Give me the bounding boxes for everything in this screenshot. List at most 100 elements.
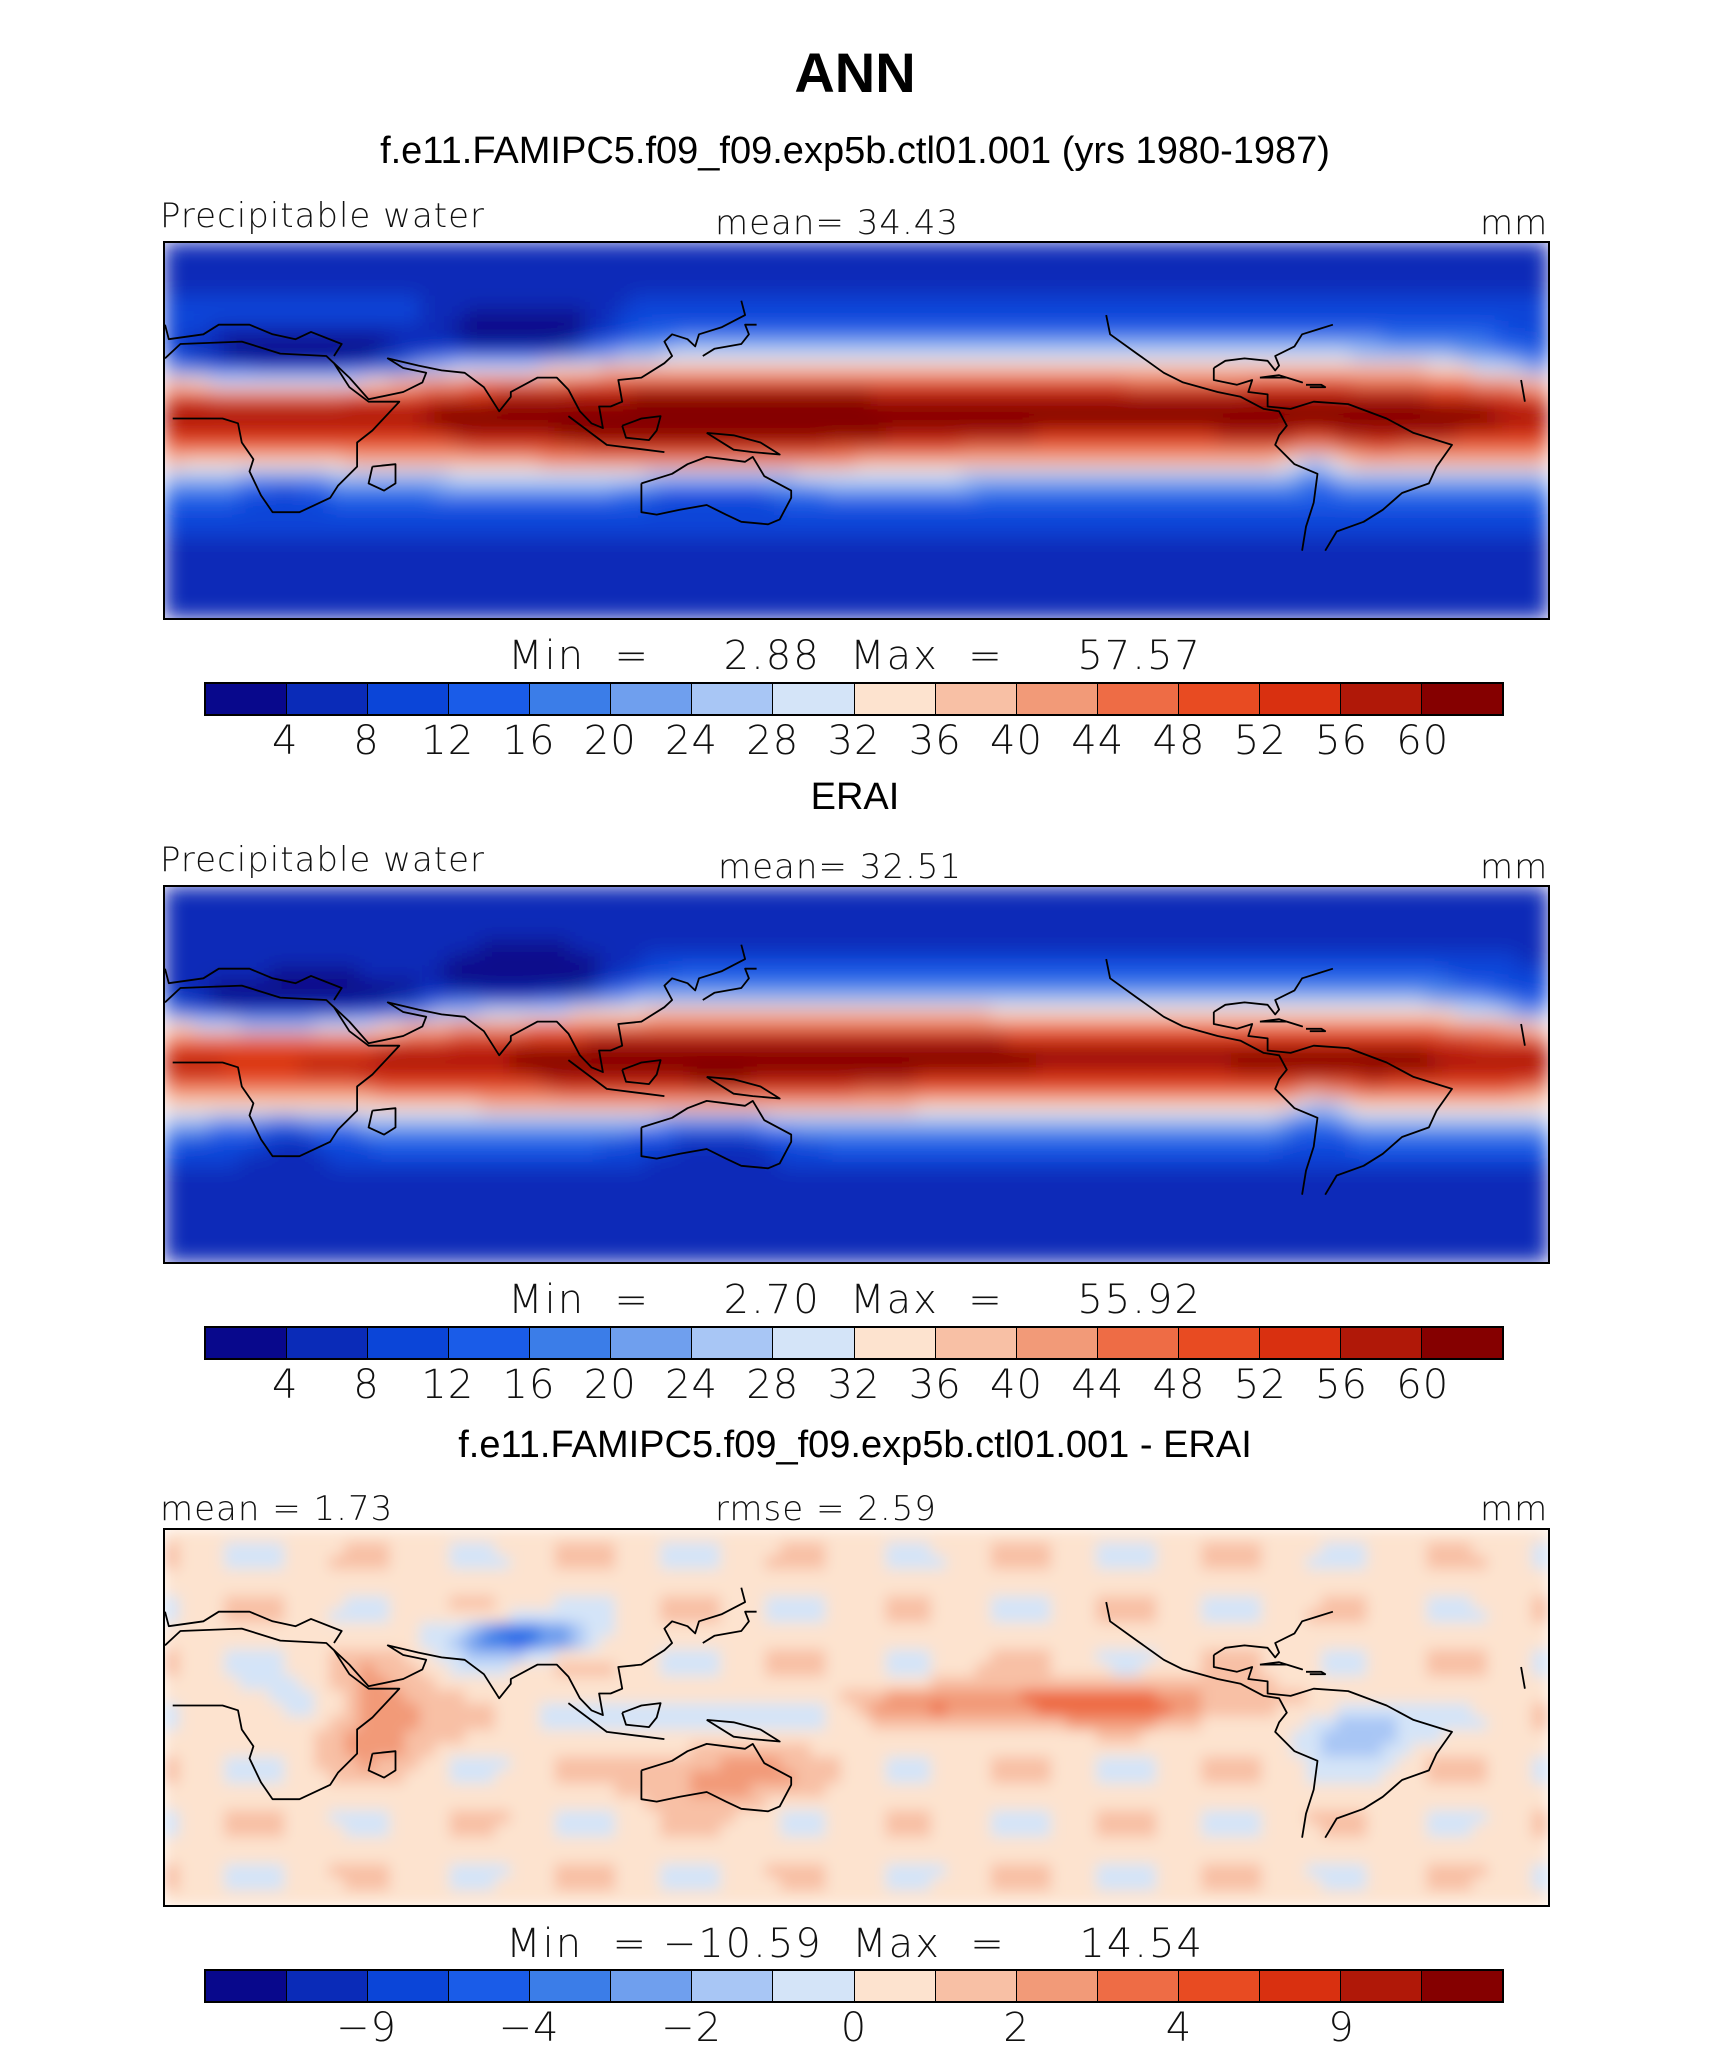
field-cell — [569, 1167, 587, 1183]
field-cell — [464, 926, 482, 942]
field-cell — [239, 1060, 257, 1076]
field-cell — [1141, 429, 1159, 445]
field-cell — [1366, 509, 1384, 526]
field-cell — [1351, 282, 1369, 298]
field-cell — [419, 1167, 437, 1183]
field-cell — [630, 483, 647, 499]
field-cell — [1246, 469, 1264, 486]
field-cell — [1471, 243, 1489, 258]
field-cell — [900, 1207, 918, 1223]
field-cell — [1351, 1073, 1369, 1089]
field-cell — [1411, 1046, 1429, 1063]
field-cell — [675, 295, 693, 311]
field-cell — [509, 362, 527, 378]
field-cell — [449, 416, 467, 432]
field-cell — [855, 979, 873, 996]
field-cell — [705, 993, 723, 1009]
field-cell — [1096, 939, 1113, 955]
field-cell — [810, 442, 828, 459]
field-cell — [179, 912, 196, 929]
field-cell — [825, 243, 843, 258]
field-cell — [1126, 953, 1144, 969]
field-cell — [1111, 1194, 1129, 1210]
field-cell — [1050, 469, 1068, 486]
field-cell — [645, 979, 662, 996]
field-cell — [1246, 1006, 1264, 1022]
field-cell — [179, 456, 196, 472]
field-cell — [1276, 309, 1294, 325]
field-cell — [810, 576, 828, 593]
field-cell — [434, 603, 452, 618]
field-cell — [374, 1006, 392, 1022]
field-cell — [885, 496, 903, 512]
field-cell — [1066, 563, 1083, 579]
field-cell — [795, 429, 813, 445]
field-cell — [1246, 483, 1264, 499]
field-cell — [1411, 295, 1429, 311]
field-cell — [1501, 1100, 1519, 1116]
field-cell — [705, 469, 723, 486]
field-cell — [1516, 402, 1534, 419]
field-cell — [1456, 939, 1474, 955]
field-cell — [720, 887, 738, 902]
field-cell — [494, 590, 512, 606]
field-cell — [1035, 268, 1053, 285]
field-cell — [795, 953, 813, 969]
field-cell — [1516, 912, 1534, 929]
field-cell — [1441, 402, 1459, 419]
field-cell — [1336, 1180, 1354, 1196]
field-cell — [1532, 1180, 1548, 1196]
field-cell — [1126, 295, 1144, 311]
field-cell — [1246, 429, 1264, 445]
field-cell — [675, 1153, 693, 1170]
field-cell — [1456, 926, 1474, 942]
field-cell — [1321, 1006, 1339, 1022]
field-cell — [1216, 576, 1234, 593]
field-cell — [1246, 576, 1264, 593]
field-cell — [1336, 402, 1354, 419]
field-cell — [494, 309, 512, 325]
field-cell — [1336, 349, 1354, 365]
field-cell — [765, 509, 783, 526]
field-cell — [1291, 416, 1309, 432]
field-cell — [1411, 1153, 1429, 1170]
field-cell — [870, 282, 888, 298]
field-cell — [1486, 402, 1504, 419]
field-cell — [960, 912, 978, 929]
field-cell — [269, 442, 287, 459]
field-cell — [374, 966, 392, 982]
field-cell — [1516, 1006, 1534, 1022]
field-cell — [1276, 550, 1294, 566]
field-cell — [404, 416, 422, 432]
field-cell — [359, 563, 377, 579]
field-cell — [840, 295, 858, 311]
field-cell — [900, 1019, 918, 1036]
field-cell — [1050, 1100, 1068, 1116]
field-cell — [960, 1086, 978, 1103]
field-cell — [1261, 1153, 1279, 1170]
field-cell — [870, 966, 888, 982]
field-cell — [1141, 268, 1159, 285]
field-cell — [990, 268, 1008, 285]
field-cell — [630, 1100, 647, 1116]
field-cell — [374, 429, 392, 445]
field-cell — [1336, 1086, 1354, 1103]
field-cell — [179, 1153, 196, 1170]
field-cell — [194, 1180, 212, 1196]
field-cell — [1471, 912, 1489, 929]
field-cell — [374, 899, 392, 915]
field-cell — [165, 442, 181, 459]
field-cell — [569, 966, 587, 982]
field-cell — [1171, 899, 1189, 915]
field-cell — [630, 536, 647, 552]
field-cell — [509, 912, 527, 929]
field-cell — [434, 1140, 452, 1156]
field-cell — [1366, 563, 1384, 579]
field-cell — [750, 1220, 768, 1237]
field-cell — [765, 335, 783, 352]
field-cell — [1020, 1207, 1038, 1223]
field-cell — [584, 536, 602, 552]
field-cell — [1066, 590, 1083, 606]
field-cell — [1381, 509, 1399, 526]
field-cell — [1156, 483, 1174, 499]
